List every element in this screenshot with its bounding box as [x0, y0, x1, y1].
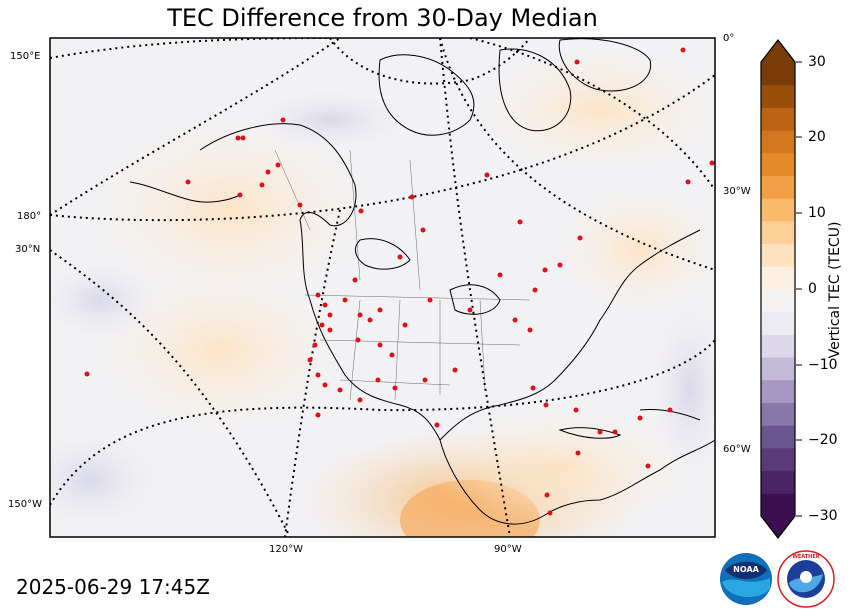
colorbar-segment [761, 334, 795, 358]
label-180: 180° [17, 211, 42, 222]
colorbar-title: Vertical TEC (TECU) [827, 221, 843, 359]
colorbar-segment [761, 84, 795, 108]
colorbar-tick: −30 [808, 508, 838, 524]
noaa-logo-text: NOAA [733, 565, 759, 574]
colorbar-segment [761, 175, 795, 199]
colorbar-segment [761, 447, 795, 472]
colorbar-tick: 20 [808, 129, 826, 145]
colorbar-outline [760, 39, 796, 539]
colorbar-segment [761, 198, 795, 222]
colorbar-tick: −10 [808, 357, 838, 373]
colorbar-segment [761, 243, 795, 267]
noaa-logo: NOAA [720, 553, 772, 605]
nws-logo: WEATHER [777, 550, 835, 608]
colorbar-segment [761, 107, 795, 131]
colorbar-segment [761, 62, 795, 86]
colorbar-segment [761, 402, 795, 426]
label-30n: 30°N [15, 244, 41, 255]
colorbar-segment [761, 379, 795, 403]
label-120w: 120°W [269, 544, 303, 555]
colorbar-segment [761, 266, 795, 290]
colorbar-segment [761, 311, 795, 335]
label-90w: 90°W [494, 544, 522, 555]
label-0: 0° [723, 33, 735, 44]
colorbar-tick: −20 [808, 432, 838, 448]
colorbar-tick: 30 [808, 54, 826, 70]
svg-text:WEATHER: WEATHER [792, 554, 819, 560]
colorbar-tick: 10 [808, 205, 826, 221]
station-markers [84, 47, 715, 516]
timestamp: 2025-06-29 17:45Z [16, 575, 210, 599]
label-150e: 150°E [10, 51, 41, 62]
colorbar-segment [761, 425, 795, 449]
colorbar-extend-low [761, 516, 795, 538]
label-30w: 30°W [723, 186, 751, 197]
colorbar-segment [761, 130, 795, 154]
colorbar-tick: 0 [808, 281, 817, 297]
colorbar [760, 39, 796, 539]
colorbar-segment [761, 357, 795, 381]
borders [274, 149, 531, 401]
map-title: TEC Difference from 30-Day Median [167, 4, 598, 32]
map-field [50, 38, 715, 537]
colorbar-segment [761, 289, 795, 313]
colorbar-ticks [796, 61, 802, 517]
colorbar-segment [761, 152, 795, 176]
colorbar-segment [761, 220, 795, 245]
label-60w: 60°W [723, 444, 751, 455]
colorbar-segment [761, 493, 795, 517]
coastlines [129, 38, 715, 525]
colorbar-extend-high [761, 40, 795, 62]
colorbar-segment [761, 470, 795, 494]
graticule [50, 38, 715, 537]
label-150w: 150°W [8, 499, 42, 510]
